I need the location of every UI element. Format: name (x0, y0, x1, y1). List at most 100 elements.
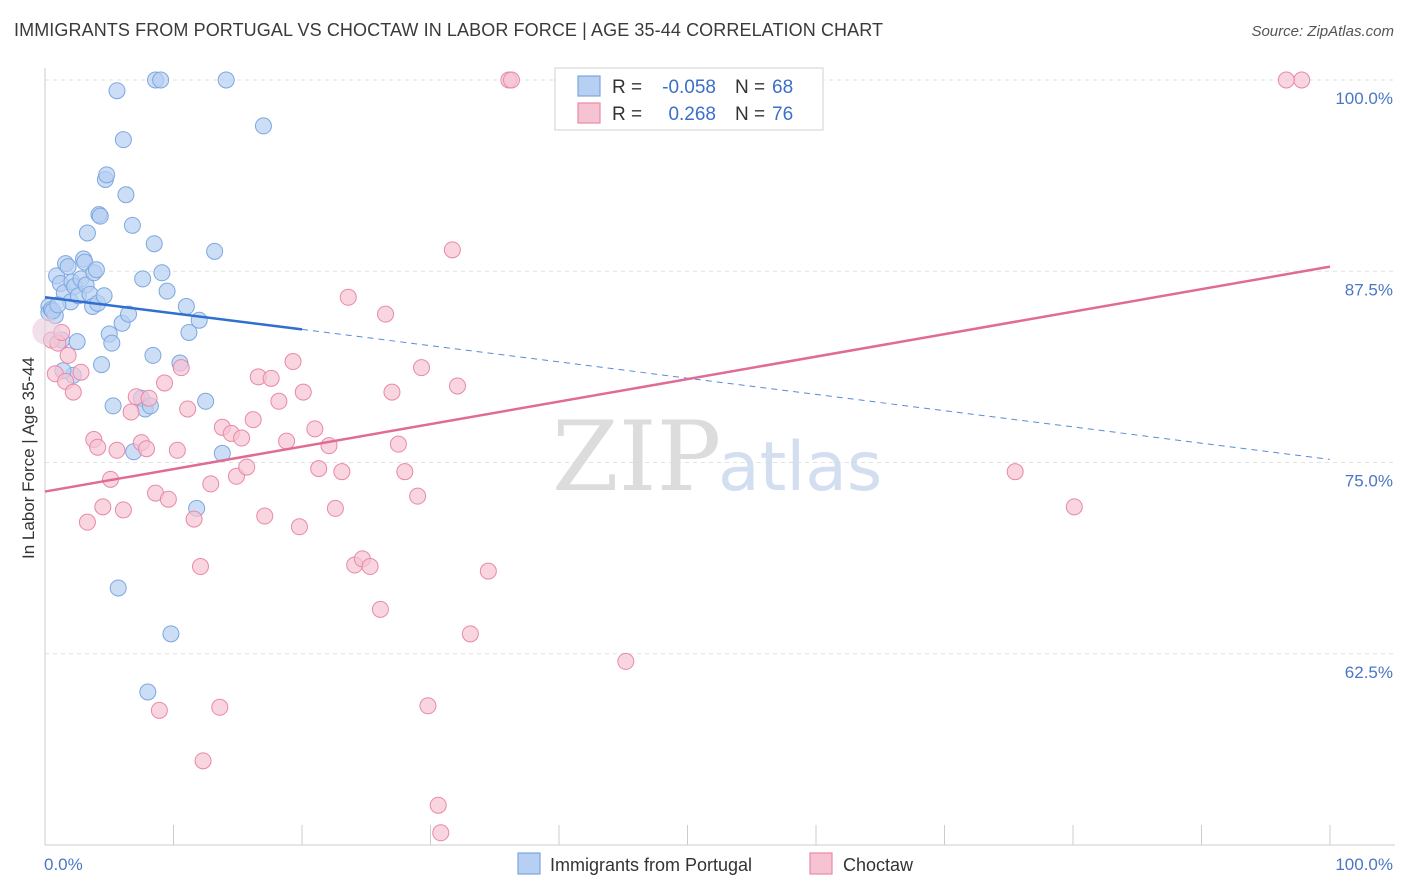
data-point (290, 518, 308, 536)
data-point (145, 235, 163, 253)
data-point (78, 513, 96, 531)
data-point (87, 261, 105, 279)
data-point (244, 411, 262, 429)
y-tick-label-1: 75.0% (1345, 472, 1393, 491)
data-point (114, 501, 132, 519)
trend-line-extension-portugal (301, 328, 1331, 460)
data-point (254, 117, 272, 135)
data-point (419, 697, 437, 715)
data-point (448, 377, 466, 395)
x-tick-label-1: 100.0% (1335, 855, 1393, 874)
data-point (78, 224, 96, 242)
data-point (326, 499, 344, 517)
y-tick-label-3: 100.0% (1335, 89, 1393, 108)
chart-title: IMMIGRANTS FROM PORTUGAL VS CHOCTAW IN L… (14, 20, 884, 40)
data-point (479, 562, 497, 580)
data-point (1293, 71, 1311, 89)
data-point (144, 346, 162, 364)
data-point (153, 264, 171, 282)
data-point (120, 305, 138, 323)
data-point (117, 186, 135, 204)
data-point (284, 353, 302, 371)
data-point (371, 600, 389, 618)
data-point (617, 652, 635, 670)
data-point (238, 458, 256, 476)
data-point (1277, 71, 1295, 89)
data-point (72, 363, 90, 381)
data-point (158, 282, 176, 300)
watermark-zip: ZIP (552, 401, 721, 513)
x-tick-label-0: 0.0% (44, 855, 83, 874)
series-points-choctaw (42, 71, 1311, 842)
data-point (409, 487, 427, 505)
watermark: ZIP atlas (552, 401, 882, 513)
data-point (461, 625, 479, 643)
legend-swatch-choctaw (577, 102, 601, 124)
data-point (140, 389, 158, 407)
data-point (138, 440, 156, 458)
data-point (114, 131, 132, 149)
series-legend-label-portugal: Immigrants from Portugal (550, 855, 752, 875)
data-point (194, 752, 212, 770)
data-point (108, 441, 126, 459)
data-point (172, 359, 190, 377)
data-point (139, 683, 157, 701)
data-point (278, 432, 296, 450)
data-point (159, 490, 177, 508)
data-point (361, 558, 379, 576)
data-point (59, 346, 77, 364)
data-point (177, 297, 195, 315)
data-point (94, 498, 112, 516)
data-point (185, 510, 203, 528)
data-point (211, 698, 229, 716)
data-point (217, 71, 235, 89)
data-point (162, 625, 180, 643)
data-point (123, 216, 141, 234)
data-point (168, 441, 186, 459)
data-point (179, 400, 197, 418)
data-point (1065, 498, 1083, 516)
data-point (134, 270, 152, 288)
data-point (180, 323, 198, 341)
data-point (270, 392, 288, 410)
y-axis-label: In Labor Force | Age 35-44 (19, 357, 38, 559)
data-point (89, 438, 107, 456)
correlation-legend: R = -0.058 N = 68 R = 0.268 N = 76 (554, 67, 824, 131)
data-point (429, 796, 447, 814)
data-point (103, 334, 121, 352)
series-legend-label-choctaw: Choctaw (843, 855, 914, 875)
data-point (396, 463, 414, 481)
grid-lines (45, 79, 1395, 655)
data-point (156, 374, 174, 392)
series-legend: Immigrants from Portugal Choctaw (517, 852, 914, 875)
legend-r-value-2: 0.268 (668, 104, 716, 125)
data-point (432, 824, 450, 842)
data-point (150, 701, 168, 719)
series-legend-swatch-choctaw (809, 852, 833, 875)
trend-line-portugal (44, 296, 303, 331)
data-point (98, 166, 116, 184)
y-tick-labels: 62.5% 75.0% 87.5% 100.0% (1335, 89, 1393, 682)
data-point (256, 507, 274, 525)
data-point (443, 241, 461, 259)
data-point (64, 383, 82, 401)
data-point (294, 383, 312, 401)
x-tick-labels: 0.0% 100.0% (44, 855, 1393, 874)
data-point (206, 242, 224, 260)
data-point (377, 305, 395, 323)
watermark-atlas: atlas (718, 428, 882, 507)
trend-line-choctaw (44, 265, 1331, 493)
data-points (32, 71, 1311, 842)
data-point (104, 397, 122, 415)
data-point (122, 403, 140, 421)
data-point (191, 558, 209, 576)
data-point (91, 207, 109, 225)
data-point (413, 359, 431, 377)
data-point (152, 71, 170, 89)
data-point (262, 369, 280, 387)
legend-n-value-2: 76 (772, 104, 793, 125)
legend-r-value-1: -0.058 (662, 77, 716, 98)
legend-n-value-1: 68 (772, 77, 793, 98)
legend-r-label-1: R = (612, 77, 642, 98)
